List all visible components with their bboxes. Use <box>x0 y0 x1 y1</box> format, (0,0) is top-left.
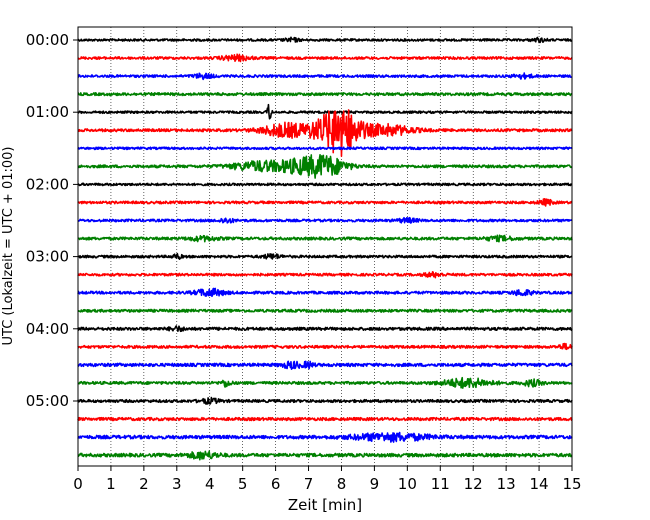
x-axis-ticks: 0 1 2 3 4 5 6 7 8 9 10 11 12 13 14 15 <box>73 466 582 493</box>
trace-0145 <box>77 153 573 179</box>
x-tick-label-2: 2 <box>139 475 149 493</box>
y-tick-label-04:00: 04:00 <box>26 320 69 338</box>
x-tick-label-11: 11 <box>431 475 450 493</box>
trace-0300 <box>77 252 573 261</box>
x-tick-label-9: 9 <box>370 475 380 493</box>
x-tick-label-15: 15 <box>562 475 581 493</box>
x-tick-label-5: 5 <box>238 475 248 493</box>
x-tick-label-6: 6 <box>271 475 281 493</box>
x-tick-label-12: 12 <box>464 475 483 493</box>
x-tick-label-7: 7 <box>304 475 314 493</box>
trace-0045 <box>77 92 573 97</box>
trace-0415 <box>77 342 573 351</box>
y-tick-label-00:00: 00:00 <box>26 31 69 49</box>
x-axis-label: Zeit [min] <box>288 496 362 514</box>
x-tick-label-8: 8 <box>337 475 347 493</box>
y-axis-label: UTC (Lokalzeit = UTC + 01:00) <box>1 147 16 346</box>
trace-0330 <box>77 287 573 298</box>
trace-0445 <box>77 376 573 389</box>
y-tick-label-01:00: 01:00 <box>26 103 69 121</box>
y-axis-ticks: 00:00 01:00 02:00 03:00 04:00 05:00 <box>26 31 78 410</box>
plot-frame <box>77 26 573 467</box>
x-tick-label-13: 13 <box>497 475 516 493</box>
trace-0400 <box>77 325 573 333</box>
trace-0200 <box>77 182 573 187</box>
y-tick-label-02:00: 02:00 <box>26 175 69 193</box>
trace-0345 <box>77 308 573 313</box>
trace-0115 <box>77 109 573 157</box>
trace-0245 <box>77 234 573 243</box>
x-tick-label-0: 0 <box>73 475 83 493</box>
y-tick-label-03:00: 03:00 <box>26 248 69 266</box>
trace-0215 <box>77 197 573 207</box>
trace-0515 <box>77 416 573 422</box>
trace-0545 <box>77 450 573 461</box>
x-tick-label-4: 4 <box>205 475 215 493</box>
trace-0230 <box>77 216 573 224</box>
trace-0500 <box>77 396 573 405</box>
seismic-traces <box>77 36 573 461</box>
plot-area <box>78 27 572 466</box>
x-tick-label-1: 1 <box>106 475 116 493</box>
trace-0130 <box>77 146 573 151</box>
trace-0430 <box>77 360 573 371</box>
y-tick-label-05:00: 05:00 <box>26 392 69 410</box>
x-tick-label-10: 10 <box>398 475 417 493</box>
x-tick-label-3: 3 <box>172 475 182 493</box>
vertical-grid <box>110 27 540 466</box>
x-tick-label-14: 14 <box>530 475 549 493</box>
trace-0015 <box>77 53 573 63</box>
trace-0030 <box>77 72 573 81</box>
trace-0100 <box>77 103 573 120</box>
trace-0530 <box>77 431 573 443</box>
trace-0000 <box>77 36 573 44</box>
trace-0315 <box>77 271 573 279</box>
